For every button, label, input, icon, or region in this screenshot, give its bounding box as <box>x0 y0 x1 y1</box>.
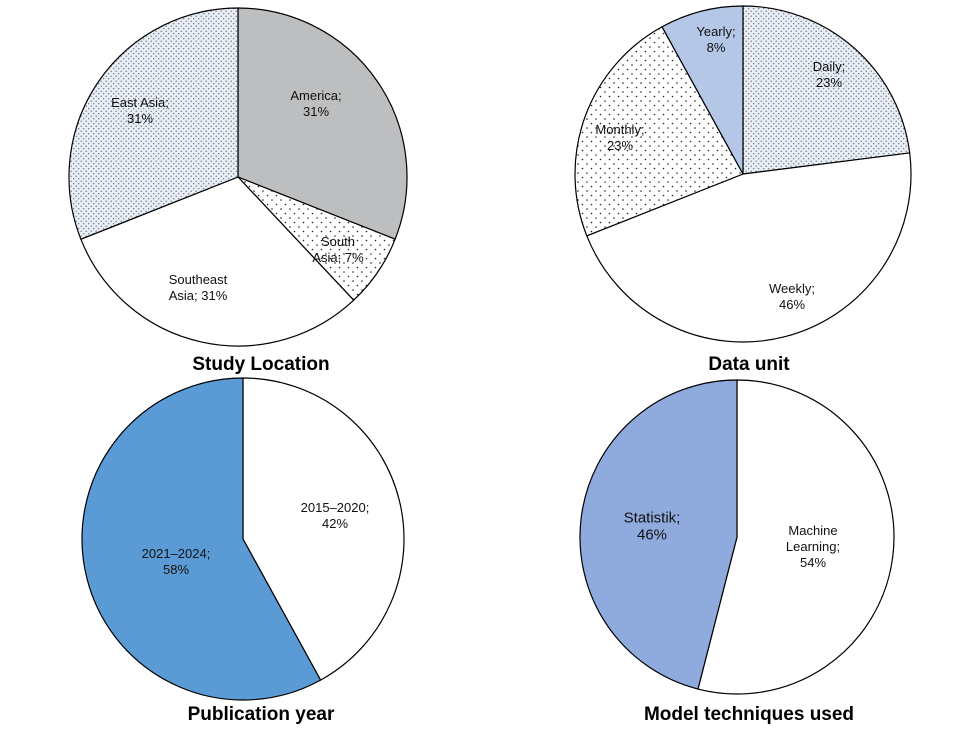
slice-label-east-asia: East Asia; 31% <box>111 95 169 126</box>
chart-title-data-unit: Data unit <box>708 354 790 375</box>
slice-label-machine-learning: Machine Learning; 54% <box>786 523 840 570</box>
slice-label-daily: Daily; 23% <box>813 59 846 90</box>
pie-slice-2021-2024 <box>81 377 322 701</box>
pie-slice-yearly <box>661 5 744 175</box>
pie-publication-year: 2015–2020; 42% 2021–2024; 58% <box>81 377 405 701</box>
pie-model-techniques: Machine Learning; 54% Statistik; 46% <box>579 379 895 695</box>
pie-slice-monthly <box>574 26 744 237</box>
pie-data-unit: Daily; 23% Weekly; 46% Monthly; 23% Yearly; 8% <box>574 5 912 343</box>
slice-label-2015-2020: 2015–2020; 42% <box>301 500 370 531</box>
pie-slice-daily <box>742 5 911 175</box>
pie-slice-america <box>237 7 408 240</box>
pie-study-location: America; 31% South Asia; 7% Southeast Asia; 3… <box>68 7 408 347</box>
slice-label-america: America; 31% <box>290 88 341 119</box>
pie-slice-statistik <box>579 379 738 690</box>
pie-slice-2015-2020 <box>242 377 405 681</box>
slice-label-southeast-asia: Southeast Asia; 31% <box>169 272 228 303</box>
pie-slice-east-asia <box>68 7 239 240</box>
pie-slice-machine-learning <box>697 379 895 695</box>
slice-label-weekly: Weekly; 46% <box>769 281 815 312</box>
pie-slice-weekly <box>586 152 912 343</box>
pie-slice-southeast-asia <box>80 176 355 347</box>
slice-label-south-asia: South Asia; 7% <box>312 234 364 265</box>
slice-label-yearly: Yearly; 8% <box>696 24 735 55</box>
chart-title-model-techniques: Model techniques used <box>644 704 854 725</box>
chart-title-publication-year: Publication year <box>188 704 335 725</box>
slice-label-2021-2024: 2021–2024; 58% <box>142 546 211 577</box>
slice-label-monthly: Monthly; 23% <box>595 122 644 153</box>
chart-title-study-location: Study Location <box>192 354 329 375</box>
slice-label-statistik: Statistik; 46% <box>624 510 681 544</box>
